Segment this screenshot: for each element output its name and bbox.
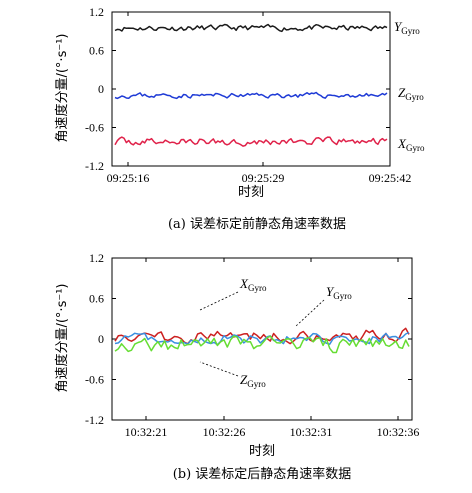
y-tick-label: 1.2: [89, 251, 104, 265]
x-tick-label: 09:25:29: [242, 171, 285, 185]
series-subscript: Gyro: [405, 92, 424, 102]
series-line-x: [114, 136, 388, 147]
chart-panel-2: 1.2 0.6 0 -0.6 -1.2 10:32:21 10:32:26 10:32:31 1…: [54, 251, 419, 482]
series-name: X: [397, 136, 407, 151]
x-axis-label: 时刻: [249, 444, 275, 459]
leader-line-z: [199, 361, 239, 377]
figure-caption: (b) 误差标定后静态角速率数据: [173, 466, 352, 482]
x-tick-label: 09:25:16: [107, 171, 150, 185]
y-tick-label: -0.6: [85, 373, 104, 387]
y-tick-label: 0.6: [89, 292, 104, 306]
series-subscript: Gyro: [406, 143, 425, 153]
x-axis-label: 时刻: [238, 185, 264, 200]
y-tick-label: -1.2: [85, 413, 104, 427]
x-tick-label: 10:32:31: [290, 425, 333, 439]
series-name: X: [239, 276, 249, 291]
series-label-x: XGyro: [239, 276, 267, 293]
y-axis-label: 角速度分量/(°·s⁻¹): [54, 33, 70, 142]
y-tick-label: 0: [98, 82, 104, 96]
y-axis-label: 角速度分量/(°·s⁻¹): [54, 283, 70, 392]
y-tick-label: 0: [98, 332, 104, 346]
series-line-z: [114, 91, 388, 100]
x-tick-label: 10:32:36: [377, 425, 420, 439]
series-label-y: YGyro: [326, 284, 352, 301]
y-tick-label: -0.6: [85, 121, 104, 135]
series-label-z: ZGyro: [240, 372, 266, 389]
series-label-z: ZGyro: [398, 85, 424, 102]
series-name: Y: [326, 284, 335, 299]
series-subscript: Gyro: [401, 26, 420, 36]
leader-line-y: [295, 299, 325, 327]
series-label-y: YGyro: [394, 19, 420, 36]
leader-line-x: [199, 291, 239, 311]
x-tick-label: 10:32:21: [125, 425, 168, 439]
series-subscript: Gyro: [247, 379, 266, 389]
series-subscript: Gyro: [248, 283, 267, 293]
series-line-z: [114, 335, 410, 354]
series-subscript: Gyro: [333, 291, 352, 301]
y-tick-label: 0.6: [89, 44, 104, 58]
x-tick-label: 09:25:42: [369, 171, 412, 185]
series-name: Z: [398, 85, 406, 100]
figure-caption: (a) 误差标定前静态角速率数据: [168, 216, 346, 232]
y-tick-label: 1.2: [89, 5, 104, 19]
chart-panel-1: 1.2 0.6 0 -0.6 -1.209:25:16 09:25:29 09:25:42 时…: [54, 5, 425, 232]
x-tick-label: 10:32:26: [203, 425, 246, 439]
series-line-y: [114, 23, 388, 33]
series-name: Z: [240, 372, 248, 387]
series-label-x: XGyro: [397, 136, 425, 153]
series-name: Y: [394, 19, 403, 34]
y-tick-label: -1.2: [85, 159, 104, 173]
